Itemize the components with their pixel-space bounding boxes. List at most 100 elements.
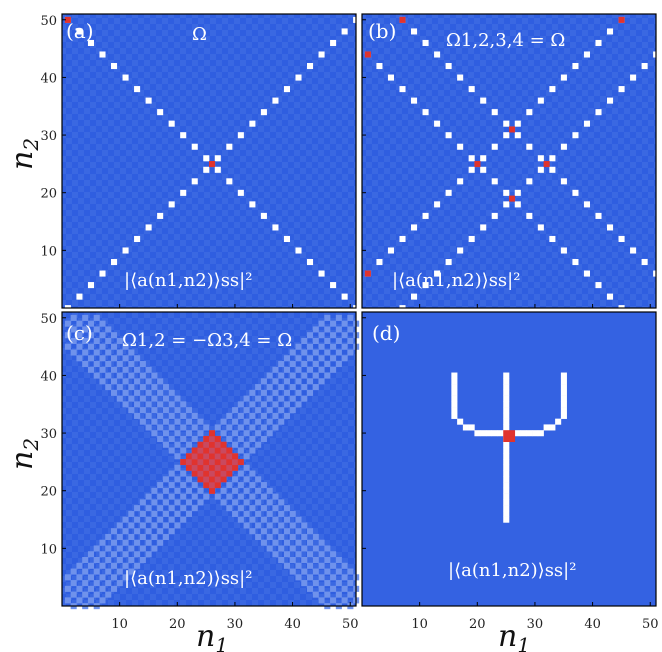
heatmap-cell-red [197,476,204,483]
heatmap-cell [272,539,279,546]
heatmap-cell [480,224,487,231]
heatmap-cell [335,557,342,564]
heatmap-cell [116,372,123,379]
heatmap-cell [145,412,152,419]
panel-b-frame [361,13,657,309]
heatmap-cell [451,401,458,408]
heatmap-cell [347,337,354,345]
heatmap-cell [549,155,556,162]
heatmap-cell [491,212,498,219]
heatmap-cell [122,539,129,546]
heatmap-cell [185,418,193,425]
heatmap-cell [462,424,469,431]
heatmap-cell [134,412,141,419]
heatmap-cell [312,533,319,541]
heatmap-cell [480,97,487,104]
heatmap-cell [295,247,302,254]
y-tick-label: 10 [40,244,57,259]
heatmap-cell [376,63,383,70]
heatmap-cell [76,355,83,362]
heatmap-cell [560,178,567,185]
heatmap-cell [64,574,71,581]
y-tick-label: 50 [40,14,57,29]
x-tick-label: 30 [227,617,244,632]
heatmap-cell [99,51,106,58]
heatmap-cell [560,395,567,402]
heatmap-cell [335,314,342,321]
heatmap-cell [116,384,123,391]
heatmap-cell [237,505,244,512]
heatmap-cell [128,349,135,356]
heatmap-cell-red [509,430,516,437]
heatmap-cell [272,528,279,535]
heatmap-cell [111,562,118,569]
heatmap-cell [122,562,129,569]
heatmap-cell [249,528,256,535]
heatmap-cell [174,464,181,471]
heatmap-cell [116,557,123,564]
heatmap-cell [335,337,342,345]
heatmap-cell [214,424,221,431]
heatmap-cell [468,166,475,173]
heatmap-cell [335,361,342,368]
heatmap-cell-red [203,482,210,489]
panel-c-label: (c) [66,321,93,345]
heatmap-cell [87,551,95,558]
heatmap-cell [180,189,187,196]
y-tick-label: 20 [40,485,57,500]
heatmap-cell [503,424,510,431]
x-tick-label: 10 [411,617,428,632]
heatmap-cell [312,349,319,356]
heatmap-cell [255,476,262,483]
x-tick-label: 10 [111,617,128,632]
heatmap-cell [307,528,314,535]
heatmap-cell [451,389,458,396]
heatmap-cell-red [618,16,625,23]
heatmap-cell-red [220,476,227,483]
heatmap-cell [595,109,602,116]
heatmap-cell [474,430,481,437]
heatmap-cell [237,424,244,431]
heatmap-cell [283,516,291,523]
heatmap-cell-red [197,464,204,471]
heatmap-cell [157,401,164,408]
heatmap-cell [491,178,498,185]
heatmap-cell-red [203,441,210,448]
heatmap-cell [347,349,354,356]
heatmap-cell [237,189,244,196]
heatmap-cell [174,487,181,494]
heatmap-cell [434,201,441,208]
heatmap-cell [503,189,510,196]
heatmap-cell [560,74,567,81]
heatmap-cell [289,384,296,391]
heatmap-cell [289,510,296,517]
heatmap-cell [70,337,77,345]
heatmap-cell [128,407,135,414]
heatmap-cell [266,407,273,414]
heatmap-cell [111,332,118,339]
x-tick-label: 30 [527,617,544,632]
heatmap-cell [491,109,498,116]
heatmap-cell [134,389,141,396]
heatmap-cell [122,355,129,362]
heatmap-cell [312,337,319,345]
heatmap-cell [335,326,342,333]
heatmap-cell [99,585,106,592]
heatmap-cell [76,585,83,592]
heatmap-cell [151,510,158,517]
heatmap-cell [134,401,141,408]
y-tick-label: 30 [40,427,57,442]
heatmap-cell [630,74,637,81]
heatmap-cell [347,568,354,575]
heatmap-cell [335,591,342,598]
heatmap-cell [283,401,291,408]
heatmap-cell [122,574,129,581]
heatmap-cell [318,343,325,350]
heatmap-cell-red [509,126,516,133]
panel-b-annotation: Ω1,2,3,4 = Ω [446,30,565,51]
heatmap-cell-red [203,476,210,483]
heatmap-cell [87,343,95,350]
heatmap-cell-red [214,441,221,448]
heatmap-cell [237,516,244,523]
heatmap-cell [116,522,123,529]
